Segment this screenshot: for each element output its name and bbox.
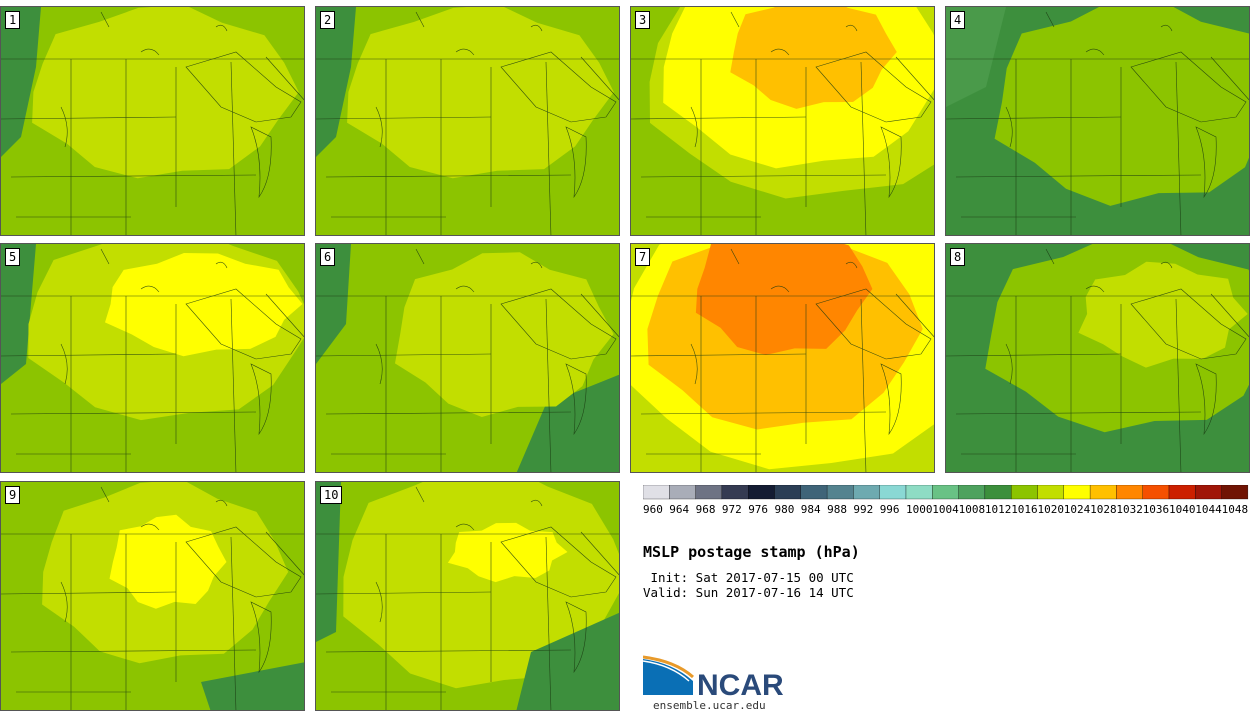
colorbar-label: 1032 xyxy=(1116,503,1143,516)
mslp-map-5 xyxy=(1,244,304,472)
panel-number: 9 xyxy=(5,486,21,504)
colorbar-label: 992 xyxy=(853,503,873,516)
panel-number: 5 xyxy=(5,248,21,266)
mslp-map-3 xyxy=(631,7,934,235)
colorbar-label: 996 xyxy=(880,503,900,516)
colorbar-label: 976 xyxy=(748,503,768,516)
panel-number: 3 xyxy=(635,11,651,29)
mslp-map-8 xyxy=(946,244,1249,472)
colorbar-label: 1036 xyxy=(1143,503,1170,516)
colorbar-label: 960 xyxy=(643,503,663,516)
colorbar-swatch xyxy=(1195,485,1222,500)
colorbar-label: 1040 xyxy=(1169,503,1196,516)
init-time: Init: Sat 2017-07-15 00 UTC xyxy=(643,570,854,585)
colorbar-label: 1008 xyxy=(959,503,986,516)
mslp-map-7 xyxy=(631,244,934,472)
colorbar-swatch xyxy=(1116,485,1143,500)
postage-stamp-panel-6: 6 xyxy=(315,243,620,473)
colorbar-swatch xyxy=(1168,485,1196,500)
colorbar-label: 972 xyxy=(722,503,742,516)
colorbar-swatch xyxy=(1037,485,1064,500)
colorbar-label: 1028 xyxy=(1090,503,1117,516)
colorbar-swatch xyxy=(984,485,1012,500)
colorbar-swatch xyxy=(800,485,828,500)
colorbar-swatch xyxy=(1063,485,1091,500)
colorbar-swatch xyxy=(1142,485,1170,500)
colorbar-label: 968 xyxy=(696,503,716,516)
colorbar-swatch xyxy=(879,485,907,500)
postage-stamp-panel-1: 1 xyxy=(0,6,305,236)
panel-number: 6 xyxy=(320,248,336,266)
mslp-map-4 xyxy=(946,7,1249,235)
colorbar-swatch xyxy=(932,485,959,500)
pressure-colorbar: 960 964 968 972 976 980 984 988 992 996 1000 1004 10… xyxy=(643,485,1249,516)
panel-number: 2 xyxy=(320,11,336,29)
colorbar-swatch xyxy=(853,485,880,500)
colorbar-swatch xyxy=(669,485,696,500)
postage-stamp-panel-8: 8 xyxy=(945,243,1250,473)
colorbar-label: 964 xyxy=(669,503,689,516)
panel-number: 8 xyxy=(950,248,966,266)
postage-stamp-panel-7: 7 xyxy=(630,243,935,473)
colorbar-swatch xyxy=(1221,485,1249,500)
colorbar-swatch xyxy=(1011,485,1038,500)
colorbar-label: 984 xyxy=(801,503,821,516)
colorbar-swatch xyxy=(721,485,749,500)
colorbar-label: 1024 xyxy=(1064,503,1091,516)
map-title: MSLP postage stamp (hPa) xyxy=(643,543,860,561)
postage-stamp-panel-10: 10 xyxy=(315,481,620,711)
postage-stamp-panel-5: 5 xyxy=(0,243,305,473)
valid-time: Valid: Sun 2017-07-16 14 UTC xyxy=(643,585,854,600)
colorbar-label: 1000 xyxy=(906,503,933,516)
panel-number: 7 xyxy=(635,248,651,266)
colorbar-swatch xyxy=(905,485,933,500)
colorbar-label: 988 xyxy=(827,503,847,516)
colorbar-label: 1016 xyxy=(1011,503,1037,516)
mslp-map-10 xyxy=(316,482,619,710)
colorbar-swatch xyxy=(774,485,801,500)
site-url: ensemble.ucar.edu xyxy=(653,699,766,712)
mslp-map-6 xyxy=(316,244,619,472)
colorbar-label: 1004 xyxy=(932,503,959,516)
colorbar-label: 1012 xyxy=(985,503,1012,516)
postage-stamp-panel-3: 3 xyxy=(630,6,935,236)
colorbar-label: 1044 xyxy=(1195,503,1222,516)
mslp-map-9 xyxy=(1,482,304,710)
colorbar-swatch xyxy=(958,485,986,500)
mslp-map-2 xyxy=(316,7,619,235)
postage-stamp-panel-4: 4 xyxy=(945,6,1250,236)
colorbar-label: 1048 xyxy=(1222,503,1249,516)
colorbar-swatch xyxy=(1089,485,1117,500)
logo-text: NCAR xyxy=(697,669,784,699)
colorbar-swatch xyxy=(748,485,775,500)
colorbar-label: 980 xyxy=(775,503,795,516)
colorbar-swatch xyxy=(695,485,723,500)
postage-stamp-panel-9: 9 xyxy=(0,481,305,711)
postage-stamp-panel-2: 2 xyxy=(315,6,620,236)
panel-number: 4 xyxy=(950,11,966,29)
panel-number: 1 xyxy=(5,11,21,29)
colorbar-label: 1020 xyxy=(1038,503,1065,516)
panel-number: 10 xyxy=(320,486,343,504)
colorbar-swatch xyxy=(643,485,670,500)
ncar-logo: NCAR xyxy=(643,655,784,699)
colorbar-swatch xyxy=(826,485,854,500)
mslp-map-1 xyxy=(1,7,304,235)
